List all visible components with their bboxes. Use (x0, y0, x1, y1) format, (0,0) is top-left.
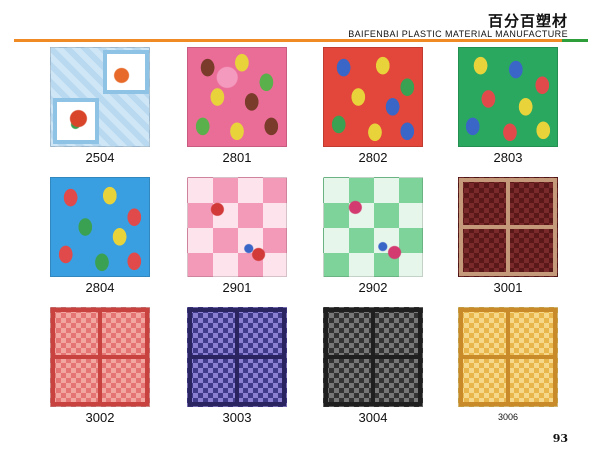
pattern-code: 2803 (493, 150, 523, 165)
pattern-code: 2802 (358, 150, 388, 165)
pattern-swatch-3004 (323, 307, 423, 407)
pattern-code: 3004 (358, 410, 388, 425)
pattern-swatch-3001 (458, 177, 558, 277)
pattern-code: 2901 (222, 280, 252, 295)
pattern-code: 2801 (222, 150, 252, 165)
brand-name-chinese: 百分百塑材 (487, 12, 568, 30)
pattern-code: 3001 (493, 280, 523, 295)
pattern-swatch-3003 (187, 307, 287, 407)
pattern-swatch-3006 (458, 307, 558, 407)
pattern-swatch-2902 (323, 177, 423, 277)
brand-name-english: BAIFENBAI PLASTIC MATERIAL MANUFACTURE (348, 29, 568, 39)
page-number: 93 (552, 432, 568, 445)
pattern-code: 3006 (497, 412, 519, 422)
pattern-swatch-2803 (458, 47, 558, 147)
pattern-swatch-2504 (50, 47, 150, 147)
pattern-code: 2504 (85, 150, 115, 165)
pattern-code: 3002 (85, 410, 115, 425)
pattern-swatch-2801 (187, 47, 287, 147)
pattern-swatch-2901 (187, 177, 287, 277)
pattern-swatch-2804 (50, 177, 150, 277)
pattern-code: 3003 (222, 410, 252, 425)
pattern-swatch-3002 (50, 307, 150, 407)
header-divider-green (562, 39, 588, 42)
header-divider-orange (14, 39, 562, 42)
pattern-code: 2804 (85, 280, 115, 295)
pattern-swatch-2802 (323, 47, 423, 147)
pattern-code: 2902 (358, 280, 388, 295)
